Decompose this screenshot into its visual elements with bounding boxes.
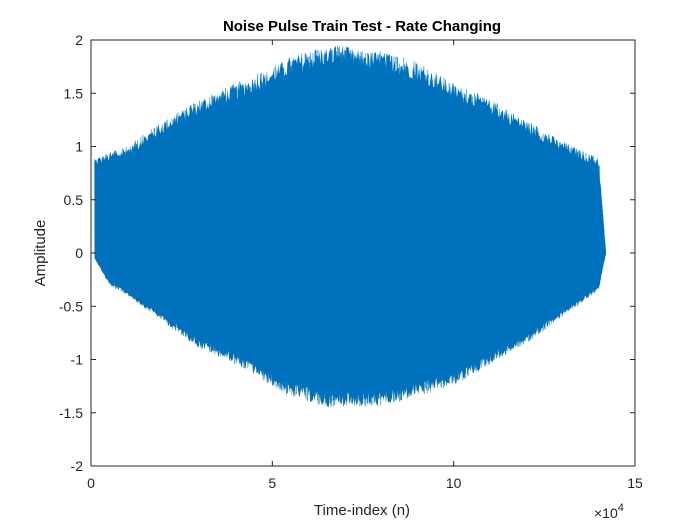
signal-layer (94, 45, 607, 408)
y-tick-label-5: 0.5 (64, 192, 84, 208)
y-tick-label-3: -0.5 (59, 298, 83, 314)
x-axis-label: Time-index (n) (314, 502, 410, 519)
y-tick-label-4: 0 (75, 245, 83, 261)
x-axis-exponent: ×104 (594, 502, 624, 521)
y-axis-label: Amplitude (32, 220, 49, 287)
x-tick-label-2: 10 (446, 475, 462, 491)
y-tick-label-0: -2 (71, 458, 84, 474)
x-tick-label-3: 15 (627, 475, 643, 491)
y-tick-label-2: -1 (71, 352, 84, 368)
y-axis: -2 -1.5 -1 -0.5 0 0.5 1 1.5 2 (59, 32, 635, 474)
y-tick-label-6: 1 (75, 139, 83, 155)
y-tick-label-7: 1.5 (64, 85, 84, 101)
signal-trace (94, 45, 607, 408)
y-tick-label-8: 2 (75, 32, 83, 48)
x-axis: 0 5 10 15 (87, 40, 643, 491)
plot-area (90, 39, 636, 467)
x-tick-label-0: 0 (87, 475, 95, 491)
x-axis-exponent-power: 4 (618, 502, 624, 514)
chart-title: Noise Pulse Train Test - Rate Changing (223, 18, 501, 35)
x-axis-exponent-base: ×10 (594, 505, 618, 521)
y-tick-label-1: -1.5 (59, 405, 83, 421)
x-tick-label-1: 5 (268, 475, 276, 491)
